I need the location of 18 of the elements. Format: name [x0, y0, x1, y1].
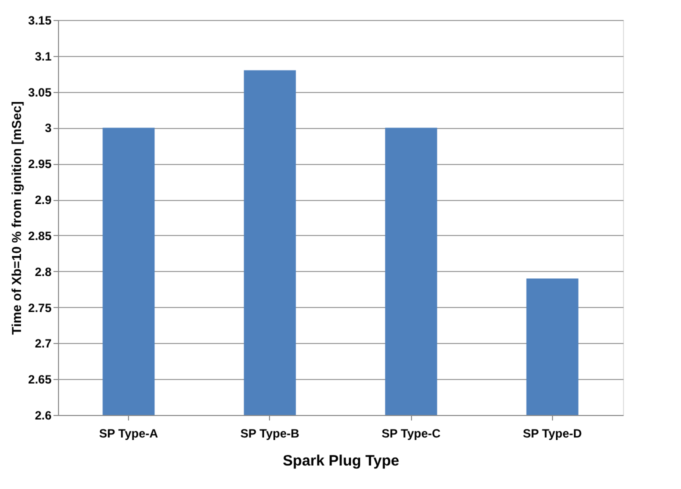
x-tick-label: SP Type-C: [382, 426, 441, 440]
y-tick-label: 2.75: [28, 300, 52, 315]
y-tick-label: 3.05: [28, 85, 52, 100]
y-tick-label: 2.85: [28, 228, 52, 243]
x-tick-label: SP Type-A: [99, 426, 158, 440]
y-tick-label: 2.6: [34, 408, 52, 422]
y-tick-label: 3.15: [28, 14, 52, 28]
x-tick-label: SP Type-B: [240, 426, 300, 440]
y-tick-label: 2.9: [34, 193, 52, 208]
y-tick-label: 2.8: [34, 264, 52, 279]
y-tick-label: 2.95: [28, 157, 52, 172]
y-tick-label: 3.1: [34, 49, 52, 64]
y-tick-label: 3: [44, 121, 52, 136]
x-axis-title: Spark Plug Type: [282, 452, 400, 470]
y-tick-label: 2.7: [34, 336, 52, 351]
y-tick-label: 2.65: [28, 372, 52, 387]
x-tick-label: SP Type-D: [522, 426, 582, 440]
y-axis-title: Time of Xb=10 % from ignition [mSec]: [9, 101, 24, 335]
